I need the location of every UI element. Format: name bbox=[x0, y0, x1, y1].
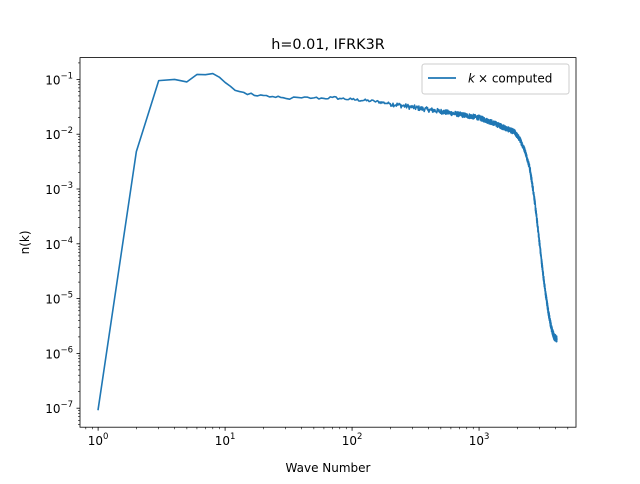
legend-times-symbol: × bbox=[478, 72, 488, 86]
legend: k × computed bbox=[421, 63, 570, 95]
legend-math-symbol: k bbox=[468, 72, 476, 86]
y-tick-label: 10−2 bbox=[45, 126, 73, 142]
y-tick-label: 10−5 bbox=[45, 291, 73, 307]
y-tick-label: 10−4 bbox=[45, 236, 73, 252]
y-tick-label: 10−3 bbox=[45, 181, 73, 197]
chart-title: h=0.01, IFRK3R bbox=[271, 37, 384, 53]
axes-frame bbox=[79, 57, 577, 428]
legend-box bbox=[421, 63, 570, 95]
x-tick-label: 102 bbox=[342, 432, 363, 448]
y-axis-label: n(k) bbox=[18, 230, 32, 254]
x-axis-label: Wave Number bbox=[286, 461, 371, 475]
series-layer bbox=[97, 72, 558, 411]
y-tick-label: 10−1 bbox=[45, 71, 73, 87]
y-tick-label: 10−6 bbox=[45, 345, 73, 361]
y-tick-label: 10−7 bbox=[45, 400, 73, 416]
x-ticks: 100 101 102 103 bbox=[85, 427, 569, 448]
legend-label: k × computed bbox=[468, 72, 552, 86]
x-tick-label: 101 bbox=[215, 432, 236, 448]
x-tick-label: 100 bbox=[88, 432, 109, 448]
y-ticks: 10−7 10−6 10−5 10−4 10−3 10−2 10−1 bbox=[45, 62, 80, 425]
series-line-k-computed bbox=[97, 72, 558, 411]
legend-series-name: computed bbox=[488, 72, 552, 86]
x-tick-label: 103 bbox=[469, 432, 490, 448]
